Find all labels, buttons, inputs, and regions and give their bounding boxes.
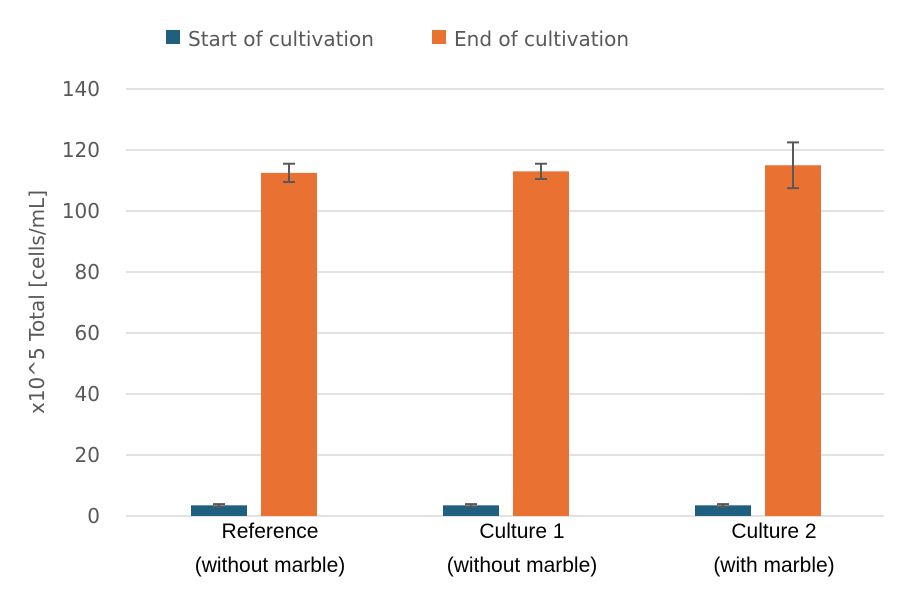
y-tick-label-20: 20: [75, 443, 100, 467]
bar-start-1: [443, 505, 499, 516]
x-category-label-0: Reference (without marble): [195, 520, 346, 577]
x-category-label-2: Culture 2 (with marble): [713, 520, 834, 577]
y-tick-label-40: 40: [75, 382, 100, 406]
bar-start-2: [695, 505, 751, 516]
legend: Start of cultivation End of cultivation: [166, 27, 629, 51]
legend-swatch-start: [166, 30, 180, 44]
x-category-label-1: Culture 1 (without marble): [447, 520, 598, 577]
error-bar-start-2: [717, 503, 729, 508]
legend-label-end: End of cultivation: [454, 27, 629, 51]
y-tick-label-0: 0: [87, 504, 100, 528]
x-axis-labels: Reference (without marble) Culture 1 (witho…: [195, 520, 835, 577]
error-bar-start-1: [465, 503, 477, 508]
legend-label-start: Start of cultivation: [188, 27, 374, 51]
bars: [191, 165, 821, 516]
error-bar-end-2: [787, 141, 799, 190]
y-axis-label: x10^5 Total [cells/mL]: [25, 190, 49, 414]
gridlines: [126, 88, 884, 517]
bar-end-0: [261, 172, 317, 516]
y-tick-label-100: 100: [62, 199, 100, 223]
error-bar-end-1: [535, 162, 547, 180]
error-bar-end-0: [283, 162, 295, 184]
error-bar-start-0: [213, 503, 225, 508]
y-tick-label-140: 140: [62, 77, 100, 101]
legend-swatch-end: [432, 30, 446, 44]
bar-end-2: [765, 165, 821, 516]
error-bars: [213, 141, 799, 508]
y-tick-label-80: 80: [75, 260, 100, 284]
y-axis-ticks: 0 20 40 60 80 100 120 140: [62, 77, 100, 528]
bar-end-1: [513, 171, 569, 516]
y-tick-label-60: 60: [75, 321, 100, 345]
y-tick-label-120: 120: [62, 138, 100, 162]
bar-start-0: [191, 505, 247, 516]
